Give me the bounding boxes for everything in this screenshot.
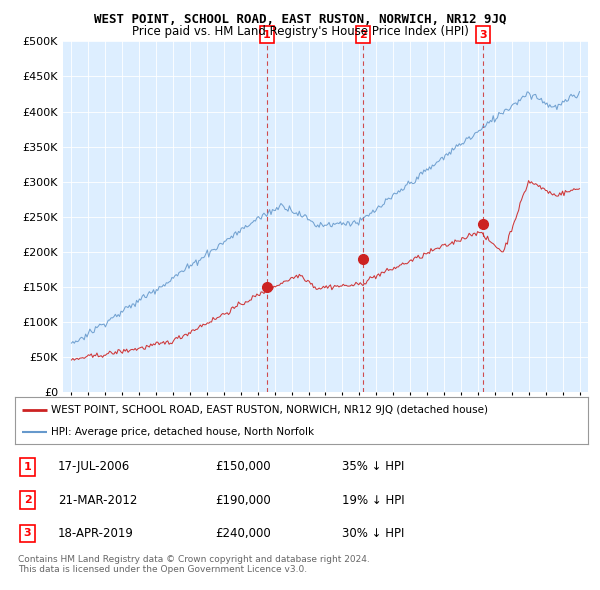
Text: WEST POINT, SCHOOL ROAD, EAST RUSTON, NORWICH, NR12 9JQ (detached house): WEST POINT, SCHOOL ROAD, EAST RUSTON, NO… [51, 405, 488, 415]
Text: £150,000: £150,000 [215, 460, 271, 474]
Text: 19% ↓ HPI: 19% ↓ HPI [341, 493, 404, 507]
Text: HPI: Average price, detached house, North Norfolk: HPI: Average price, detached house, Nort… [51, 427, 314, 437]
Text: Contains HM Land Registry data © Crown copyright and database right 2024.
This d: Contains HM Land Registry data © Crown c… [18, 555, 370, 574]
Text: 30% ↓ HPI: 30% ↓ HPI [341, 526, 404, 540]
Text: 2: 2 [359, 30, 367, 40]
Text: 2: 2 [24, 495, 31, 505]
Text: 17-JUL-2006: 17-JUL-2006 [58, 460, 130, 474]
Text: £240,000: £240,000 [215, 526, 271, 540]
Text: 1: 1 [24, 462, 31, 472]
Text: 35% ↓ HPI: 35% ↓ HPI [341, 460, 404, 474]
Text: 3: 3 [479, 30, 487, 40]
Text: £190,000: £190,000 [215, 493, 271, 507]
Text: 1: 1 [263, 30, 271, 40]
Text: Price paid vs. HM Land Registry's House Price Index (HPI): Price paid vs. HM Land Registry's House … [131, 25, 469, 38]
Text: 3: 3 [24, 528, 31, 538]
Text: WEST POINT, SCHOOL ROAD, EAST RUSTON, NORWICH, NR12 9JQ: WEST POINT, SCHOOL ROAD, EAST RUSTON, NO… [94, 13, 506, 26]
Text: 21-MAR-2012: 21-MAR-2012 [58, 493, 137, 507]
Text: 18-APR-2019: 18-APR-2019 [58, 526, 134, 540]
